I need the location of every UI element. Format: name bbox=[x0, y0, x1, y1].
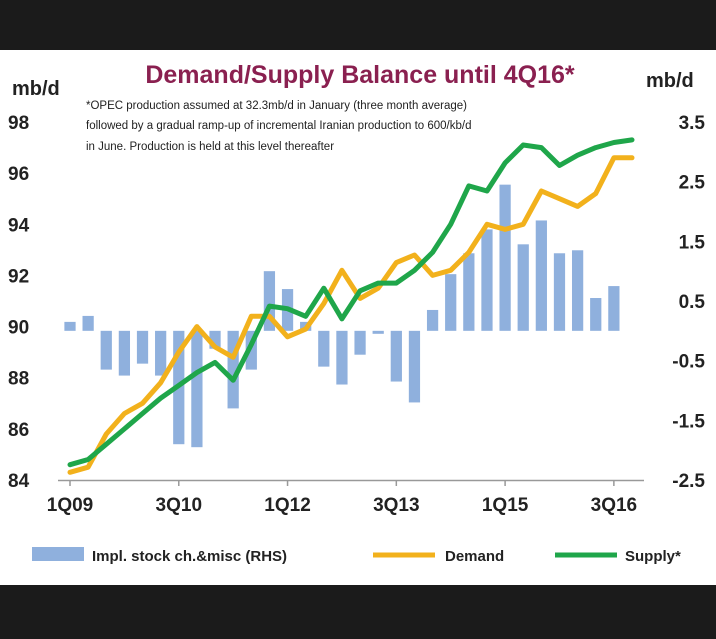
stock-change-bar bbox=[535, 220, 547, 331]
chart-title: Demand/Supply Balance until 4Q16* bbox=[145, 61, 575, 89]
x-tick-label: 1Q12 bbox=[264, 495, 310, 516]
x-tick-label: 1Q15 bbox=[482, 495, 529, 516]
stock-change-bar bbox=[408, 330, 421, 403]
x-tick-label: 3Q10 bbox=[156, 495, 202, 516]
right-axis: -2.5 -1.5 -0.5 0.5 1.5 2.5 3.5 bbox=[672, 113, 705, 492]
legend-swatch-stock-change bbox=[32, 547, 84, 561]
stock-change-bar bbox=[209, 330, 221, 349]
series-lines bbox=[67, 137, 635, 475]
stock-change-bar bbox=[136, 330, 149, 364]
stock-change-bar bbox=[64, 321, 76, 331]
legend-label: Demand bbox=[445, 548, 504, 565]
stock-change-bar bbox=[390, 330, 402, 382]
x-axis: 1Q09 3Q10 1Q12 3Q13 1Q15 3Q16 bbox=[47, 480, 637, 516]
left-tick-label: 98 bbox=[8, 113, 29, 134]
left-tick-label: 88 bbox=[8, 369, 29, 390]
demand-line bbox=[67, 155, 635, 475]
right-tick-label: 0.5 bbox=[679, 292, 706, 313]
left-tick-label: 94 bbox=[8, 215, 30, 236]
legend-label: Impl. stock ch.&misc (RHS) bbox=[92, 548, 287, 565]
legend: Impl. stock ch.&misc (RHS) Demand Supply* bbox=[32, 547, 681, 565]
stock-change-bar bbox=[227, 330, 239, 409]
right-tick-label: -0.5 bbox=[672, 352, 705, 373]
supply-line bbox=[67, 137, 635, 468]
stock-change-bar bbox=[354, 330, 366, 355]
left-axis-unit: mb/d bbox=[12, 78, 60, 100]
chart-note-line-2: followed by a gradual ramp-up of increme… bbox=[86, 120, 471, 132]
stock-change-bar bbox=[553, 253, 566, 331]
right-tick-label: -1.5 bbox=[672, 411, 705, 432]
stock-change-bar bbox=[318, 330, 330, 367]
right-axis-unit: mb/d bbox=[646, 70, 694, 92]
right-tick-label: -2.5 bbox=[672, 471, 705, 492]
stock-change-bar bbox=[499, 184, 511, 331]
right-tick-label: 1.5 bbox=[679, 232, 706, 253]
stock-change-bar bbox=[571, 250, 584, 331]
left-axis: 84 86 88 90 92 94 96 98 bbox=[8, 113, 30, 492]
stock-change-bar bbox=[82, 315, 94, 331]
stock-change-bar bbox=[372, 330, 384, 334]
left-tick-label: 92 bbox=[8, 266, 29, 287]
stock-change-bar bbox=[336, 330, 348, 385]
stock-change-bar bbox=[155, 330, 167, 376]
right-tick-label: 3.5 bbox=[679, 113, 706, 134]
stock-change-bar bbox=[481, 229, 493, 331]
chart-note-line-3: in June. Production is held at this leve… bbox=[86, 141, 334, 153]
x-tick-label: 3Q13 bbox=[373, 495, 419, 516]
right-tick-label: 2.5 bbox=[679, 173, 706, 194]
left-tick-label: 84 bbox=[8, 471, 30, 492]
left-tick-label: 90 bbox=[8, 318, 29, 339]
left-tick-label: 86 bbox=[8, 420, 29, 441]
x-tick-label: 3Q16 bbox=[591, 495, 637, 516]
stock-change-bar bbox=[191, 330, 203, 448]
chart: Demand/Supply Balance until 4Q16* mb/d m… bbox=[8, 61, 705, 565]
stock-change-bar bbox=[445, 274, 457, 331]
stock-change-bar bbox=[245, 330, 257, 370]
stock-change-bar bbox=[426, 309, 439, 331]
x-tick-label: 1Q09 bbox=[47, 495, 93, 516]
stock-change-bar bbox=[608, 286, 620, 331]
stock-change-bar bbox=[463, 253, 475, 331]
legend-label: Supply* bbox=[625, 548, 681, 565]
stock-change-bar bbox=[590, 298, 602, 331]
stock-change-bar bbox=[118, 330, 131, 376]
stock-change-bar bbox=[100, 330, 112, 370]
left-tick-label: 96 bbox=[8, 164, 29, 185]
chart-note-line-1: *OPEC production assumed at 32.3mb/d in … bbox=[86, 100, 467, 112]
stock-change-bar bbox=[517, 244, 529, 331]
chart-panel: Demand/Supply Balance until 4Q16* mb/d m… bbox=[0, 50, 716, 585]
stock-change-bar bbox=[263, 271, 276, 331]
